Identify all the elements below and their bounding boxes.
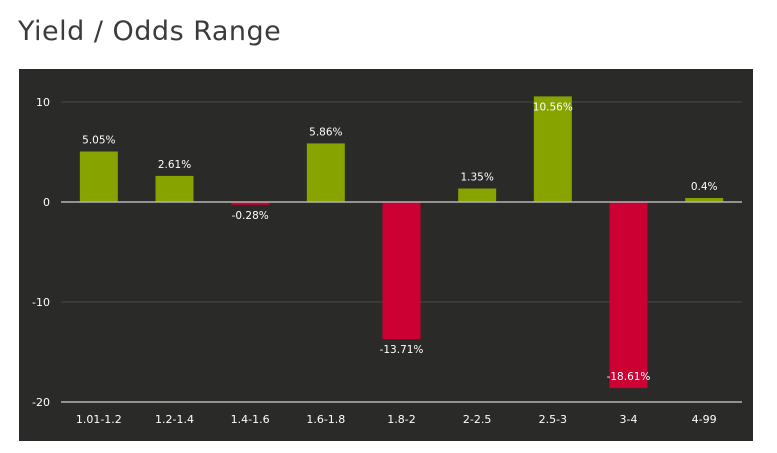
bar [306,143,345,202]
x-tick-label: 2.5-3 [539,413,567,426]
y-tick-label: 10 [36,96,50,109]
data-label: -13.71% [380,344,424,356]
x-tick-label: 1.2-1.4 [155,413,194,426]
x-tick-label: 4-99 [692,413,717,426]
bar [231,202,270,205]
data-label: -0.28% [232,210,269,222]
yield-bar-chart: 10 0 -10 -20 5.05% 2.61% -0.28% 5.86% -13.71% 1.… [32,96,742,426]
y-tick-label: -10 [32,296,50,309]
x-tick-label: 3-4 [620,413,638,426]
bar [609,202,648,389]
y-tick-label: -20 [32,396,50,409]
bar [685,198,724,202]
bar [155,175,194,202]
data-label: -18.61% [607,371,651,383]
y-tick-label: 0 [43,196,50,209]
chart-panel: 10 0 -10 -20 5.05% 2.61% -0.28% 5.86% -13.71% 1.… [19,69,753,441]
x-tick-label: 1.6-1.8 [306,413,345,426]
bar [533,96,572,202]
bars [79,96,724,389]
data-label: 0.4% [691,181,718,193]
x-tick-label: 1.4-1.6 [231,413,270,426]
data-label: 5.86% [309,126,342,138]
data-label: 10.56% [533,101,573,113]
bar [382,202,421,340]
x-axis-ticks: 1.01-1.2 1.2-1.4 1.4-1.6 1.6-1.8 1.8-2 2-2.5 2… [76,413,717,426]
x-tick-label: 2-2.5 [463,413,491,426]
bar [458,188,497,202]
y-axis-ticks: 10 0 -10 -20 [32,96,50,409]
data-label: 5.05% [82,135,115,147]
data-label: 2.61% [158,159,191,171]
data-label: 1.35% [460,172,493,184]
page-title: Yield / Odds Range [18,16,282,47]
x-tick-label: 1.8-2 [387,413,415,426]
data-labels: 5.05% 2.61% -0.28% 5.86% -13.71% 1.35% 10.56% -… [82,101,717,383]
x-tick-label: 1.01-1.2 [76,413,122,426]
bar [79,151,118,202]
